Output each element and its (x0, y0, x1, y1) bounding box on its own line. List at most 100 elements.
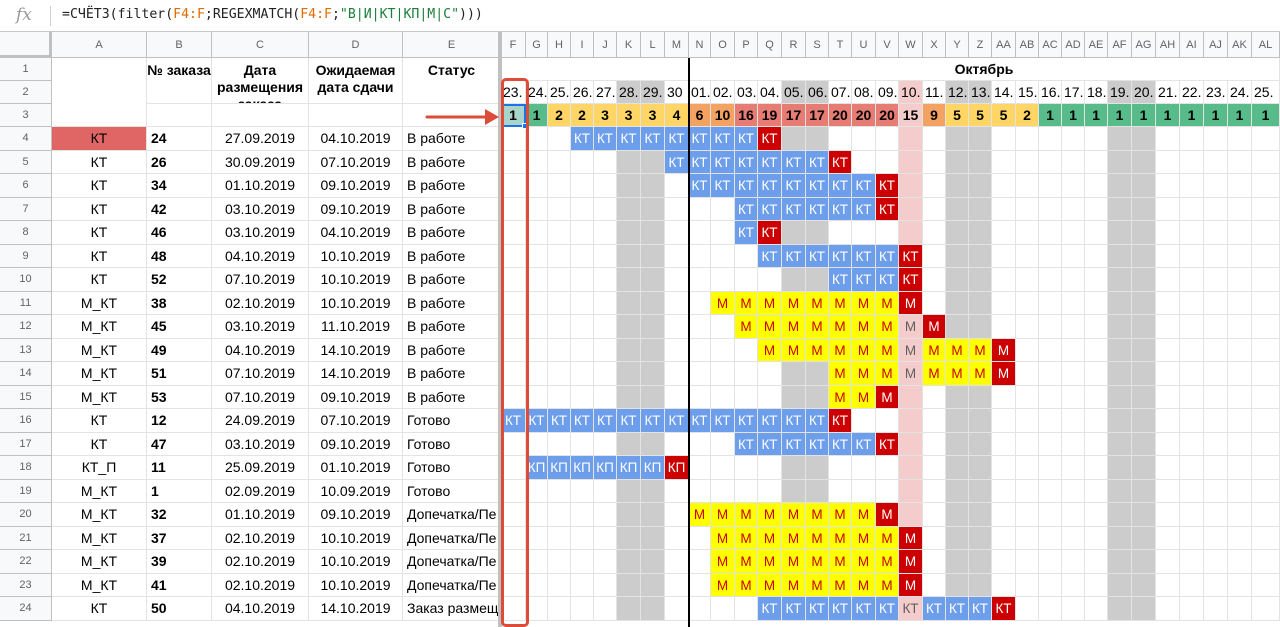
cell-order-number[interactable]: 12 (147, 409, 212, 433)
gantt-cell[interactable] (946, 268, 969, 292)
gantt-cell[interactable] (1132, 362, 1156, 386)
gantt-cell-filled[interactable]: КТ (758, 432, 782, 456)
gantt-cell[interactable] (946, 456, 969, 480)
gantt-cell[interactable] (526, 526, 548, 550)
gantt-cell-filled[interactable]: КТ (758, 174, 782, 198)
gantt-cell[interactable] (689, 315, 711, 339)
row-header-15[interactable]: 15 (0, 385, 52, 409)
gantt-cell[interactable] (806, 456, 829, 480)
date-cell[interactable]: 25. (548, 81, 571, 104)
gantt-cell[interactable] (1085, 432, 1108, 456)
gantt-cell[interactable] (735, 456, 758, 480)
count-cell[interactable]: 3 (594, 104, 617, 127)
gantt-cell-filled[interactable]: М (735, 526, 758, 550)
gantt-cell-filled[interactable]: КТ (735, 197, 758, 221)
gantt-cell[interactable] (829, 479, 852, 503)
gantt-cell[interactable] (617, 479, 641, 503)
column-header-AJ[interactable]: AJ (1204, 32, 1228, 58)
row-header-21[interactable]: 21 (0, 526, 52, 550)
gantt-cell[interactable] (1016, 550, 1039, 574)
column-header-S[interactable]: S (806, 32, 829, 58)
gantt-cell[interactable] (758, 479, 782, 503)
gantt-cell[interactable] (1228, 385, 1252, 409)
gantt-cell[interactable] (665, 174, 689, 198)
count-cell[interactable]: 15 (899, 104, 923, 127)
gantt-cell-filled[interactable]: М (899, 291, 923, 315)
column-header-K[interactable]: K (617, 32, 641, 58)
cell-type[interactable]: М_КТ (52, 362, 147, 386)
gantt-cell-filled[interactable]: КТ (829, 174, 852, 198)
count-cell[interactable]: 1 (1062, 104, 1085, 127)
gantt-cell[interactable] (1108, 150, 1132, 174)
gantt-cell[interactable] (1108, 573, 1132, 597)
cell-due-date[interactable]: 09.10.2019 (309, 385, 403, 409)
gantt-cell[interactable] (969, 150, 992, 174)
gantt-cell[interactable] (1039, 573, 1062, 597)
gantt-cell[interactable] (501, 315, 526, 339)
gantt-cell-filled[interactable]: М (876, 291, 899, 315)
date-cell[interactable]: 03. (735, 81, 758, 104)
gantt-cell[interactable] (1062, 526, 1085, 550)
gantt-cell[interactable] (1252, 526, 1280, 550)
gantt-cell-filled[interactable]: М (711, 526, 735, 550)
gantt-cell[interactable] (1228, 479, 1252, 503)
count-cell[interactable]: 20 (852, 104, 876, 127)
gantt-cell[interactable] (1204, 479, 1228, 503)
date-cell[interactable]: 05. (782, 81, 806, 104)
gantt-cell-filled[interactable]: КТ (594, 409, 617, 433)
gantt-cell[interactable] (1039, 338, 1062, 362)
gantt-cell[interactable] (1156, 221, 1180, 245)
gantt-cell[interactable] (641, 573, 665, 597)
date-cell[interactable]: 23. (501, 81, 526, 104)
row-header-7[interactable]: 7 (0, 197, 52, 221)
cell-placement-date[interactable]: 03.10.2019 (212, 315, 309, 339)
gantt-cell-filled[interactable]: КТ (711, 150, 735, 174)
gantt-cell-filled[interactable]: М (806, 573, 829, 597)
cell-status[interactable]: Допечатка/Пе (403, 503, 501, 527)
gantt-cell[interactable] (1039, 479, 1062, 503)
gantt-cell[interactable] (992, 385, 1016, 409)
cell-type[interactable]: КТ (52, 268, 147, 292)
gantt-cell[interactable] (548, 503, 571, 527)
gantt-cell-filled[interactable]: КТ (876, 197, 899, 221)
gantt-cell[interactable] (1228, 550, 1252, 574)
cell-due-date[interactable]: 09.10.2019 (309, 174, 403, 198)
gantt-cell[interactable] (1039, 385, 1062, 409)
gantt-cell[interactable] (1062, 268, 1085, 292)
date-cell[interactable]: 10. (899, 81, 923, 104)
gantt-cell-filled[interactable]: КТ (689, 174, 711, 198)
gantt-cell[interactable] (689, 362, 711, 386)
column-header-U[interactable]: U (852, 32, 876, 58)
gantt-cell[interactable] (1228, 338, 1252, 362)
gantt-cell[interactable] (1228, 503, 1252, 527)
gantt-cell[interactable] (526, 432, 548, 456)
gantt-cell[interactable] (1204, 409, 1228, 433)
gantt-cell[interactable] (992, 503, 1016, 527)
gantt-cell[interactable] (571, 479, 594, 503)
gantt-cell[interactable] (1156, 315, 1180, 339)
column-header-A[interactable]: A (52, 32, 147, 58)
gantt-cell-filled[interactable]: М (806, 315, 829, 339)
gantt-cell[interactable] (1108, 550, 1132, 574)
gantt-cell-filled[interactable]: КТ (571, 127, 594, 151)
gantt-cell-filled[interactable]: КТ (806, 244, 829, 268)
gantt-cell-filled[interactable]: КТ (852, 174, 876, 198)
gantt-cell[interactable] (992, 268, 1016, 292)
gantt-cell[interactable] (617, 597, 641, 621)
count-cell[interactable]: 1 (1108, 104, 1132, 127)
gantt-cell[interactable] (1108, 479, 1132, 503)
gantt-cell[interactable] (1085, 503, 1108, 527)
gantt-cell-filled[interactable]: КТ (829, 150, 852, 174)
gantt-cell[interactable] (1156, 338, 1180, 362)
gantt-cell[interactable] (526, 573, 548, 597)
gantt-cell[interactable] (665, 432, 689, 456)
cell-order-number[interactable]: 41 (147, 573, 212, 597)
gantt-cell[interactable] (969, 573, 992, 597)
gantt-cell-filled[interactable]: КТ (689, 127, 711, 151)
gantt-cell[interactable] (689, 385, 711, 409)
cell-type[interactable]: М_КТ (52, 338, 147, 362)
gantt-cell[interactable] (526, 479, 548, 503)
gantt-cell[interactable] (501, 197, 526, 221)
gantt-cell[interactable] (548, 338, 571, 362)
gantt-cell[interactable] (829, 456, 852, 480)
